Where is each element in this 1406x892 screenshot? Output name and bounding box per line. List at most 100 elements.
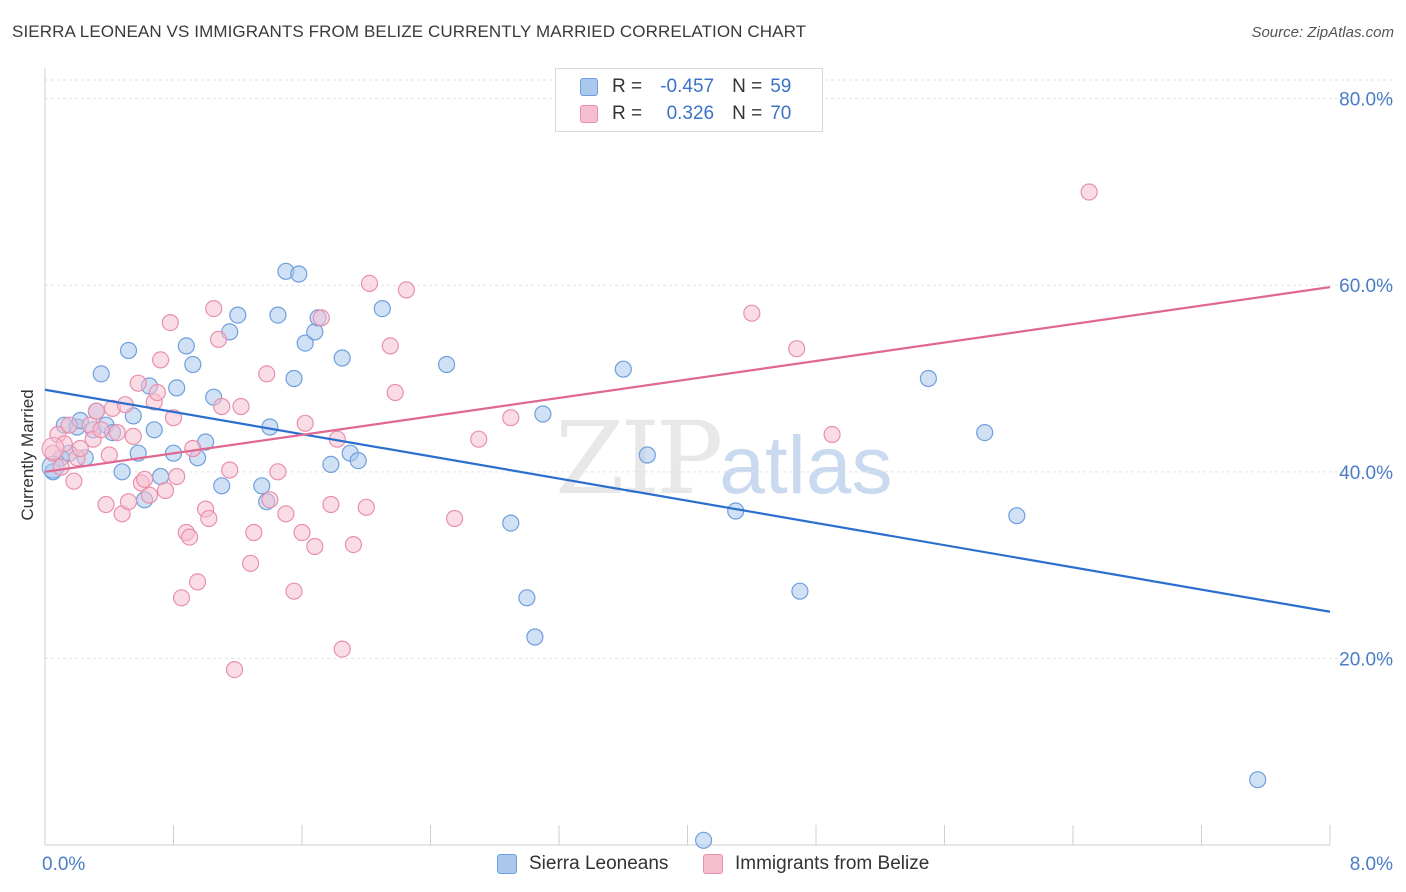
correlation-legend: R = -0.457 N = 59 R = 0.326 N = 70 xyxy=(555,68,823,132)
y-tick-label: 60.0% xyxy=(1339,276,1393,297)
sierra-leonean-point xyxy=(1249,771,1267,789)
belize-point xyxy=(1080,183,1098,201)
legend-label: Sierra Leoneans xyxy=(529,853,669,874)
belize-point xyxy=(200,509,218,528)
belize-point xyxy=(119,493,138,511)
belize-point xyxy=(65,472,83,490)
sierra-leonean-point xyxy=(534,405,552,423)
belize-point xyxy=(136,470,154,488)
belize-point xyxy=(381,337,399,355)
sierra-leonean-point xyxy=(1008,507,1026,525)
sierra-leonean-point xyxy=(92,365,110,383)
belize-point xyxy=(209,330,228,348)
pink-swatch xyxy=(580,105,598,123)
belize-point xyxy=(296,414,314,432)
legend-row-belize: R = 0.326 N = 70 xyxy=(580,101,791,127)
pink-swatch xyxy=(703,854,723,874)
y-tick-label: 40.0% xyxy=(1339,463,1393,484)
belize-point xyxy=(172,589,191,607)
belize-point xyxy=(386,383,404,402)
sierra-leonean-point xyxy=(638,446,656,464)
sierra-leonean-point xyxy=(349,452,367,470)
belize-point xyxy=(108,424,126,442)
n-label: N = xyxy=(732,76,763,97)
y-tick-label: 20.0% xyxy=(1339,649,1393,670)
belize-point xyxy=(446,509,464,528)
belize-point xyxy=(92,421,110,439)
sierra-leonean-point xyxy=(296,334,314,352)
grid-lines xyxy=(45,79,1392,659)
watermark: ZIPatlas xyxy=(555,400,893,517)
r-label: R = xyxy=(612,103,643,124)
r-value: 0.326 xyxy=(666,103,715,124)
belize-point xyxy=(269,463,287,481)
sierra-leonean-point xyxy=(113,463,131,481)
belize-point xyxy=(97,495,115,514)
trend-lines xyxy=(44,286,1331,613)
belize-point xyxy=(148,383,166,402)
blue-swatch xyxy=(580,78,598,96)
belize-point xyxy=(360,274,379,292)
belize-immigrants-points xyxy=(41,183,1098,679)
belize-point xyxy=(344,535,362,554)
sierra-leonean-point xyxy=(502,514,520,532)
legend-label: Immigrants from Belize xyxy=(735,853,930,874)
sierra-leonean-point xyxy=(518,589,536,607)
belize-point xyxy=(71,439,89,458)
belize-point xyxy=(285,582,303,600)
belize-point xyxy=(502,409,520,427)
belize-point xyxy=(156,481,175,500)
belize-point xyxy=(41,437,65,461)
sierra-leonean-point xyxy=(119,341,138,360)
belize-point xyxy=(277,505,295,523)
belize-point xyxy=(357,498,375,516)
belize-point xyxy=(232,397,250,416)
belize-point xyxy=(261,491,279,509)
belize-point xyxy=(168,467,186,486)
sierra-leonean-point xyxy=(213,477,231,495)
belize-point xyxy=(293,523,311,542)
belize-trend-line xyxy=(44,286,1331,473)
belize-point xyxy=(184,439,202,458)
belize-point xyxy=(322,495,340,514)
sierra-leonean-point xyxy=(976,424,994,442)
r-label: R = xyxy=(612,76,643,97)
belize-point xyxy=(788,340,806,358)
belize-point xyxy=(181,528,199,546)
sierra-leonean-point xyxy=(285,369,303,388)
belize-point xyxy=(743,304,761,322)
sierra-leonean-point xyxy=(438,355,456,374)
sierra-leonean-point xyxy=(184,355,202,374)
chart-title: SIERRA LEONEAN VS IMMIGRANTS FROM BELIZE… xyxy=(12,22,807,41)
sierra-leonean-point xyxy=(145,421,163,439)
sierra-leonean-point xyxy=(269,306,287,324)
sierra-leonean-point xyxy=(694,831,713,849)
belize-point xyxy=(312,309,330,327)
belize-point xyxy=(205,300,223,318)
belize-point xyxy=(60,416,78,434)
belize-point xyxy=(333,640,351,658)
sierra-leonean-point xyxy=(322,455,340,473)
n-value: 70 xyxy=(770,103,792,124)
legend-item-sierra-leoneans: Sierra Leoneans xyxy=(497,851,668,877)
belize-point xyxy=(124,427,142,445)
belize-point xyxy=(140,486,158,504)
sierra-leonean-point xyxy=(290,265,308,283)
watermark-zip: ZIP xyxy=(555,400,723,517)
sierra-leonean-point xyxy=(791,582,809,600)
sierra-leonean-point xyxy=(253,477,271,495)
source-credit: Source: ZipAtlas.com xyxy=(1251,24,1394,41)
belize-point xyxy=(161,314,179,332)
sierra-leoneans-trend-line xyxy=(44,388,1331,613)
belize-point xyxy=(129,374,147,392)
y-axis-label: Currently Married xyxy=(18,389,37,520)
belize-point xyxy=(221,461,239,479)
belize-point xyxy=(823,425,841,444)
sierra-leonean-point xyxy=(919,369,938,388)
sierra-leonean-point xyxy=(177,337,195,355)
n-label: N = xyxy=(732,103,763,124)
axes xyxy=(44,68,1331,846)
tick-labels: 20.0% 40.0% 60.0% 80.0% 0.0% 8.0% xyxy=(42,90,1393,875)
belize-point xyxy=(470,430,488,448)
